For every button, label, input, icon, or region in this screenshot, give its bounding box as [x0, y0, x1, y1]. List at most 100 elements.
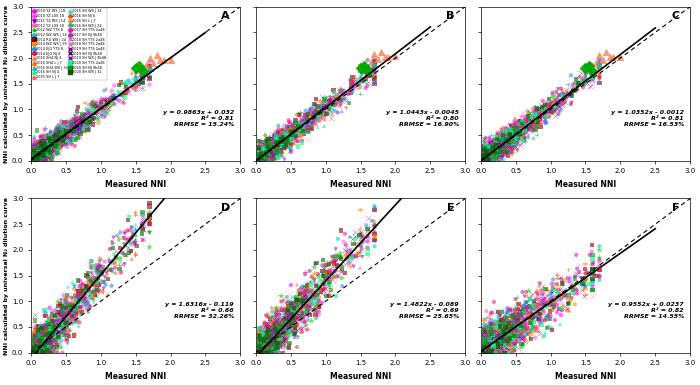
Point: [278, 139, 289, 145]
Point: [38, 327, 50, 333]
Point: [561, 306, 573, 313]
Point: [280, 315, 291, 321]
Point: [262, 149, 273, 156]
Point: [52, 329, 64, 335]
Point: [288, 306, 300, 312]
Point: [47, 324, 58, 330]
Point: [57, 132, 69, 139]
Point: [479, 349, 490, 355]
Point: [369, 51, 380, 57]
Point: [91, 97, 102, 103]
Point: [528, 318, 539, 325]
Point: [290, 303, 301, 310]
Point: [551, 94, 562, 100]
Point: [479, 350, 490, 356]
Point: [253, 350, 265, 356]
Point: [50, 306, 62, 313]
Point: [498, 137, 510, 144]
Point: [556, 276, 567, 282]
Point: [46, 136, 57, 142]
Point: [265, 154, 276, 161]
Point: [260, 335, 271, 341]
Point: [257, 346, 268, 352]
Point: [479, 349, 490, 355]
Point: [76, 303, 87, 310]
Point: [69, 298, 80, 304]
Point: [54, 137, 65, 143]
Point: [482, 340, 493, 346]
Point: [568, 84, 579, 90]
Point: [29, 154, 41, 160]
Point: [294, 291, 305, 298]
Point: [42, 350, 53, 356]
Point: [508, 314, 519, 320]
Point: [568, 88, 579, 94]
Point: [41, 134, 52, 140]
Point: [32, 342, 43, 348]
Point: [312, 124, 323, 130]
Point: [263, 350, 274, 356]
Point: [501, 149, 512, 155]
Point: [487, 151, 498, 157]
Point: [279, 136, 290, 142]
Point: [48, 134, 60, 140]
Point: [46, 338, 57, 344]
Point: [279, 133, 290, 139]
Point: [300, 125, 311, 131]
Point: [479, 158, 490, 164]
Point: [488, 147, 499, 153]
Point: [283, 131, 294, 137]
Point: [484, 144, 495, 150]
Point: [69, 282, 80, 288]
Point: [254, 350, 265, 356]
Point: [290, 134, 301, 141]
Point: [267, 157, 279, 163]
Point: [40, 148, 51, 154]
Point: [81, 107, 92, 113]
Point: [482, 350, 493, 356]
Point: [503, 324, 514, 330]
Point: [533, 315, 545, 321]
Point: [283, 345, 294, 351]
Point: [335, 263, 346, 269]
Point: [313, 114, 324, 120]
Point: [308, 119, 319, 125]
Point: [46, 140, 57, 146]
Point: [517, 332, 528, 338]
Point: [49, 145, 60, 151]
Point: [479, 147, 490, 154]
Point: [479, 158, 490, 164]
Point: [38, 153, 49, 159]
Point: [522, 312, 533, 318]
Point: [305, 107, 316, 114]
Point: [589, 271, 600, 277]
Point: [505, 342, 517, 348]
Point: [74, 283, 85, 290]
Point: [258, 150, 270, 156]
Point: [29, 156, 40, 162]
Point: [501, 332, 512, 338]
Point: [76, 115, 87, 121]
Point: [30, 334, 41, 340]
Point: [253, 347, 265, 353]
Point: [59, 328, 70, 335]
Point: [254, 158, 265, 164]
Point: [29, 158, 40, 164]
Point: [330, 257, 342, 263]
Point: [509, 326, 520, 333]
Point: [262, 143, 274, 149]
Point: [144, 218, 155, 224]
Point: [72, 122, 83, 128]
Point: [346, 255, 357, 261]
Point: [279, 330, 290, 336]
Point: [38, 348, 50, 354]
Point: [503, 140, 514, 146]
Point: [48, 134, 60, 140]
Point: [479, 333, 490, 340]
Point: [50, 144, 62, 150]
Point: [292, 127, 303, 133]
Point: [58, 137, 69, 144]
Point: [60, 308, 71, 315]
Point: [29, 158, 40, 164]
Point: [63, 129, 74, 136]
